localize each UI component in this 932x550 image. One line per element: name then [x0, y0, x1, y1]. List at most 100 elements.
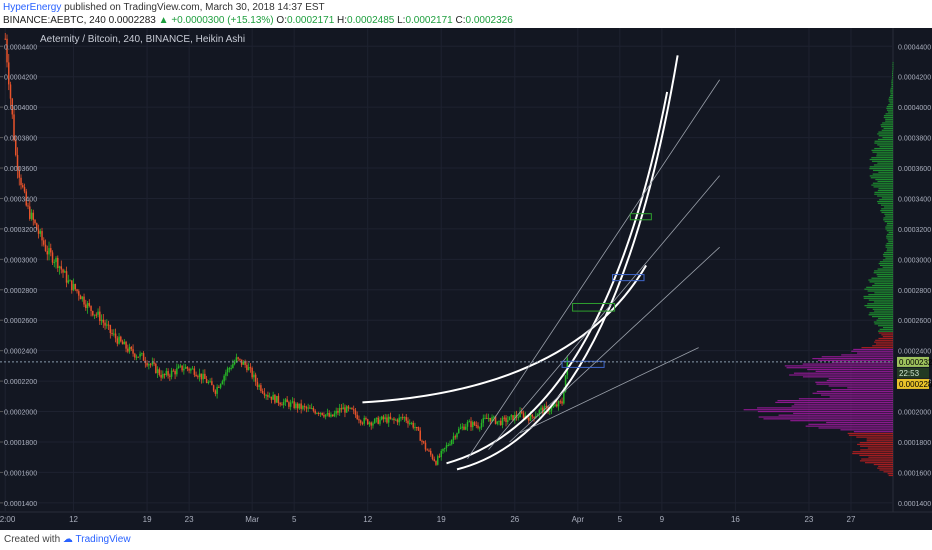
candle-body: [186, 366, 189, 369]
time-axis[interactable]: 12:00 12 19 23 Mar 5 12 19 26 Apr 5 9 16 23 27: [0, 515, 856, 524]
candle-body: [78, 291, 80, 296]
candle-body: [349, 407, 351, 409]
profile-bar: [877, 195, 893, 197]
candle-body: [163, 374, 166, 376]
candle-body: [382, 416, 385, 420]
candle-body: [204, 373, 206, 379]
profile-bar: [775, 401, 893, 404]
candle-body: [200, 373, 203, 380]
candle-body: [260, 385, 262, 392]
candle-body: [475, 425, 478, 427]
profile-bar: [878, 317, 893, 319]
profile-bar: [864, 288, 893, 290]
candles: [4, 32, 569, 466]
profile-bar: [866, 286, 893, 288]
candle-body: [352, 409, 355, 411]
profile-bar: [866, 440, 893, 442]
profile-bar: [888, 100, 893, 102]
candle-body: [20, 177, 22, 186]
profile-bar: [798, 398, 893, 400]
profile-bar: [853, 348, 893, 351]
profile-bar: [871, 160, 893, 162]
profile-bar: [873, 186, 893, 188]
candle-body: [48, 248, 50, 255]
profile-bar: [886, 242, 893, 245]
profile-bar: [852, 451, 893, 453]
profile-bar: [888, 98, 893, 100]
profile-bar: [890, 94, 893, 97]
high-value: 0.0002485: [347, 15, 395, 26]
candle-body: [116, 338, 119, 344]
profile-bar: [877, 200, 893, 203]
profile-bar: [885, 113, 893, 115]
profile-bar: [877, 202, 893, 204]
candle-body: [16, 155, 19, 171]
candle-body: [531, 414, 534, 417]
profile-bar: [867, 290, 893, 292]
candle-body: [321, 412, 323, 416]
profile-bar: [880, 204, 893, 206]
candle-body: [27, 205, 29, 207]
x-tick-label: 12: [69, 515, 78, 524]
x-tick-label: 23: [804, 515, 813, 524]
candle-body: [263, 392, 266, 396]
chart-area[interactable]: Aeternity / Bitcoin, 240, BINANCE, Heiki…: [0, 28, 932, 530]
open-label: O:: [276, 15, 287, 26]
y-tick-label: 0.0004000: [898, 105, 931, 112]
profile-bar: [874, 147, 893, 150]
profile-bar: [743, 409, 893, 411]
profile-bar: [873, 164, 893, 166]
candle-body: [113, 333, 115, 335]
tradingview-link[interactable]: TradingView: [75, 534, 131, 545]
profile-bar: [885, 257, 893, 259]
profile-bar: [868, 294, 893, 296]
profile-bar: [826, 379, 893, 382]
candle-body: [258, 385, 260, 387]
candle-body: [354, 410, 357, 415]
profile-bar: [877, 189, 893, 192]
candle-body: [13, 114, 15, 141]
candle-body: [557, 401, 560, 407]
candle-body: [58, 266, 61, 268]
candle-body: [377, 417, 379, 424]
candle-body: [433, 458, 435, 462]
candle-body: [324, 414, 327, 417]
current-price-marker: [897, 356, 929, 367]
candle-body: [289, 402, 292, 407]
y-tick-label-left: 0.0001800: [4, 440, 37, 447]
candle-body: [244, 361, 246, 365]
y-tick-label-left: 0.0001600: [4, 470, 37, 477]
candle-body: [491, 417, 493, 422]
profile-bar: [887, 473, 893, 475]
candle-body: [183, 368, 185, 371]
author-link[interactable]: HyperEnergy: [3, 2, 62, 13]
profile-bar: [891, 73, 893, 75]
profile-bar: [874, 270, 893, 272]
profile-bar: [872, 345, 893, 347]
profile-bar: [882, 336, 893, 338]
profile-bar: [886, 237, 893, 239]
candle-body: [41, 231, 43, 241]
publish-info: published on TradingView.com, March 30, …: [61, 2, 325, 13]
profile-bar: [879, 199, 893, 201]
candle-body: [232, 364, 234, 369]
chart-canvas[interactable]: Aeternity / Bitcoin, 240, BINANCE, Heiki…: [0, 28, 932, 530]
profile-bar: [883, 471, 893, 473]
candle-body: [405, 417, 407, 421]
candle-body: [67, 280, 70, 283]
candle-body: [438, 456, 441, 458]
candle-body: [493, 416, 495, 418]
profile-bar: [807, 368, 893, 371]
x-tick-label: 9: [660, 515, 665, 524]
y-tick-label: 0.0001400: [898, 501, 931, 508]
candle-body: [372, 423, 374, 426]
candle-body: [81, 296, 84, 300]
profile-bar: [847, 387, 893, 389]
candle-body: [465, 426, 467, 430]
candle-body: [517, 417, 520, 419]
y-tick-label: 0.0002600: [898, 318, 931, 325]
candle-body: [205, 378, 208, 383]
profile-bar: [818, 427, 893, 429]
candle-body: [498, 420, 500, 422]
candle-body: [375, 417, 378, 419]
